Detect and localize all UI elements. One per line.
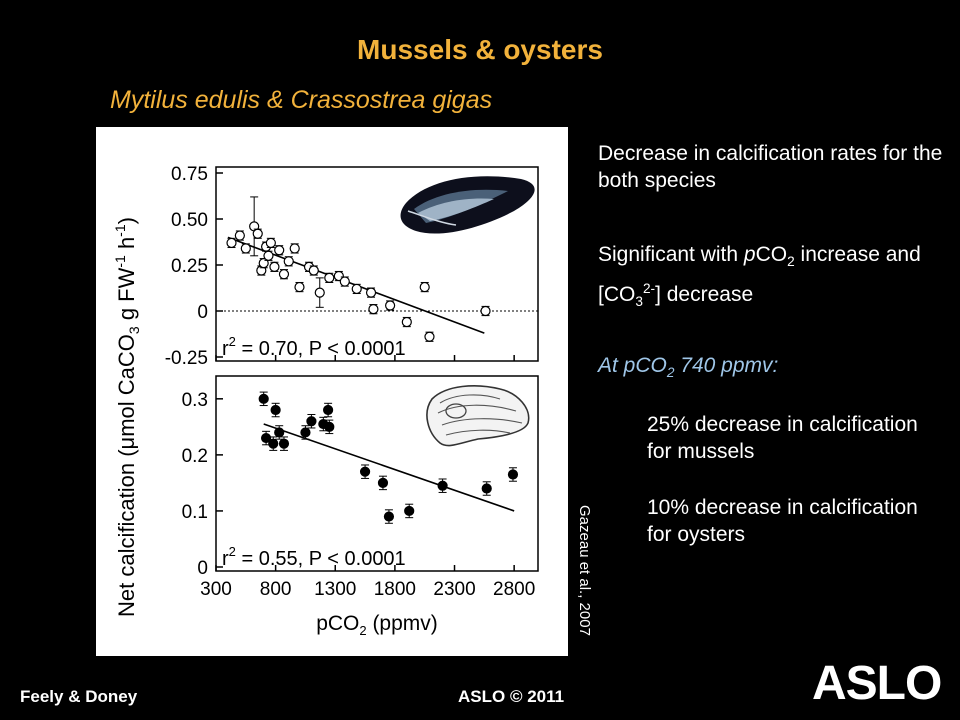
bullet2-sub-3: 3 [635, 294, 643, 310]
oyster-data-point [383, 511, 395, 522]
mussel-data-point [234, 230, 245, 241]
mussel-stats-annotation: r2 = 0.70, P < 0.0001 [222, 334, 406, 360]
slide-subtitle: Mytilus edulis & Crassostrea gigas [110, 86, 493, 114]
oyster-data-point [268, 438, 279, 449]
footer-copyright: ASLO © 2011 [458, 687, 565, 706]
emphasis-text-c: 740 ppmv: [674, 354, 779, 377]
oyster-data-point [258, 393, 269, 404]
oyster-data-point [404, 505, 415, 517]
mussel-data-point [480, 305, 491, 317]
bullet2-sub-2: 2 [787, 254, 795, 270]
oyster-data-point [507, 469, 519, 480]
bullet-decrease: Decrease in calcification rates for the … [598, 142, 943, 192]
citation: Gazeau et al., 2007 [571, 505, 597, 655]
mussel-panel: 0.75 0.50 0.25 0 -0.25 r2 = 0.70, P < 0.0001 [165, 164, 538, 369]
sub-bullet-mussels: 25% decrease in calcification for mussel… [647, 413, 918, 463]
oyster-plot-frame [215, 375, 539, 572]
y-axis-label: Net calcification (μmol CaCO3 g FW-1 h-1… [112, 217, 142, 617]
x-tick-label: 1800 [374, 579, 416, 600]
mussel-ytick-label: -0.25 [165, 348, 208, 369]
oyster-data-point [260, 432, 272, 444]
oyster-ytick-label: 0.2 [182, 446, 208, 467]
oyster-ytick-label: 0 [197, 558, 208, 579]
oyster-data-point [306, 416, 317, 427]
oyster-data-point [324, 421, 335, 432]
mussel-data-point [265, 237, 276, 249]
x-tick-label: 800 [260, 579, 292, 600]
bullet2-italic-p: p [743, 243, 756, 266]
x-tick-label: 1300 [314, 579, 356, 600]
calcification-figure: Net calcification (μmol CaCO3 g FW-1 h-1… [96, 127, 568, 656]
mussel-shell-icon [400, 176, 535, 234]
mussel-data-point [424, 331, 435, 342]
mussel-data-point [294, 281, 305, 293]
oyster-data-point [377, 477, 389, 489]
mussel-data-point [269, 261, 280, 272]
bullet-significance: Significant with pCO2 increase and [CO32… [598, 241, 948, 315]
mussel-data-point [283, 256, 294, 267]
mussel-data-point [351, 283, 362, 295]
calcification-chart-svg: Net calcification (μmol CaCO3 g FW-1 h-1… [112, 164, 539, 638]
mussel-data-point [240, 243, 251, 254]
oyster-data-point [274, 427, 285, 438]
mussel-data-point [339, 276, 350, 287]
oyster-stats-annotation: r2 = 0.55, P < 0.0001 [222, 544, 406, 570]
x-axis-label: pCO2 (ppmv) [316, 612, 438, 638]
oyster-data-point [437, 480, 448, 491]
mussel-ytick-label: 0 [197, 302, 208, 323]
x-tick-label: 300 [200, 579, 232, 600]
mussel-data-point [365, 287, 377, 298]
mussel-ytick-label: 0.25 [171, 256, 208, 277]
mussel-data-point [263, 250, 274, 261]
emphasis-line: At pCO2 740 ppmv: [598, 352, 778, 386]
slide-title: Mussels & oysters [357, 34, 603, 65]
oyster-data-point [300, 427, 311, 438]
aslo-logo: ASLO [812, 657, 942, 710]
emphasis-text-a: At pCO [598, 354, 667, 377]
mussel-ytick-label: 0.50 [171, 210, 208, 231]
oyster-ytick-label: 0.3 [182, 390, 208, 411]
mussel-data-point [385, 300, 396, 311]
bullet2-text-e: increase and [CO [598, 243, 921, 307]
mussel-data-point [324, 272, 335, 283]
sub-bullet-oysters: 10% decrease in calcification for oyster… [647, 496, 918, 546]
oyster-shell-icon [426, 385, 530, 447]
oyster-data-point [278, 438, 290, 449]
oyster-data-point [270, 404, 281, 416]
oyster-data-point [323, 404, 334, 416]
mussel-data-point [258, 258, 269, 269]
emphasis-sub-2: 2 [666, 365, 675, 381]
footer-authors: Feely & Doney [20, 687, 138, 706]
bullet2-text-a: Significant with [598, 243, 744, 266]
mussel-data-point [419, 281, 430, 293]
oyster-ytick-label: 0.1 [182, 502, 208, 523]
bullet2-text-co: CO [755, 243, 788, 266]
x-tick-label: 2800 [493, 579, 535, 600]
oyster-data-point [481, 483, 492, 494]
mussel-data-point [308, 265, 319, 276]
mussel-data-point [252, 228, 263, 239]
bullet2-sup-charge: 2- [642, 281, 656, 297]
mussel-data-point [226, 237, 237, 249]
mussel-plot-frame [215, 166, 539, 362]
x-tick-label: 2300 [433, 579, 475, 600]
mussel-data-point [401, 316, 412, 328]
citation-text: Gazeau et al., 2007 [576, 505, 593, 636]
mussel-data-point [274, 245, 285, 256]
mussel-data-point [314, 287, 325, 298]
mussel-data-point [289, 243, 300, 254]
mussel-ytick-label: 0.75 [171, 164, 208, 185]
oyster-data-point [359, 466, 371, 477]
mussel-data-point [278, 269, 290, 280]
mussel-data-point [368, 304, 379, 315]
bullet2-text-h: ] decrease [655, 283, 754, 307]
